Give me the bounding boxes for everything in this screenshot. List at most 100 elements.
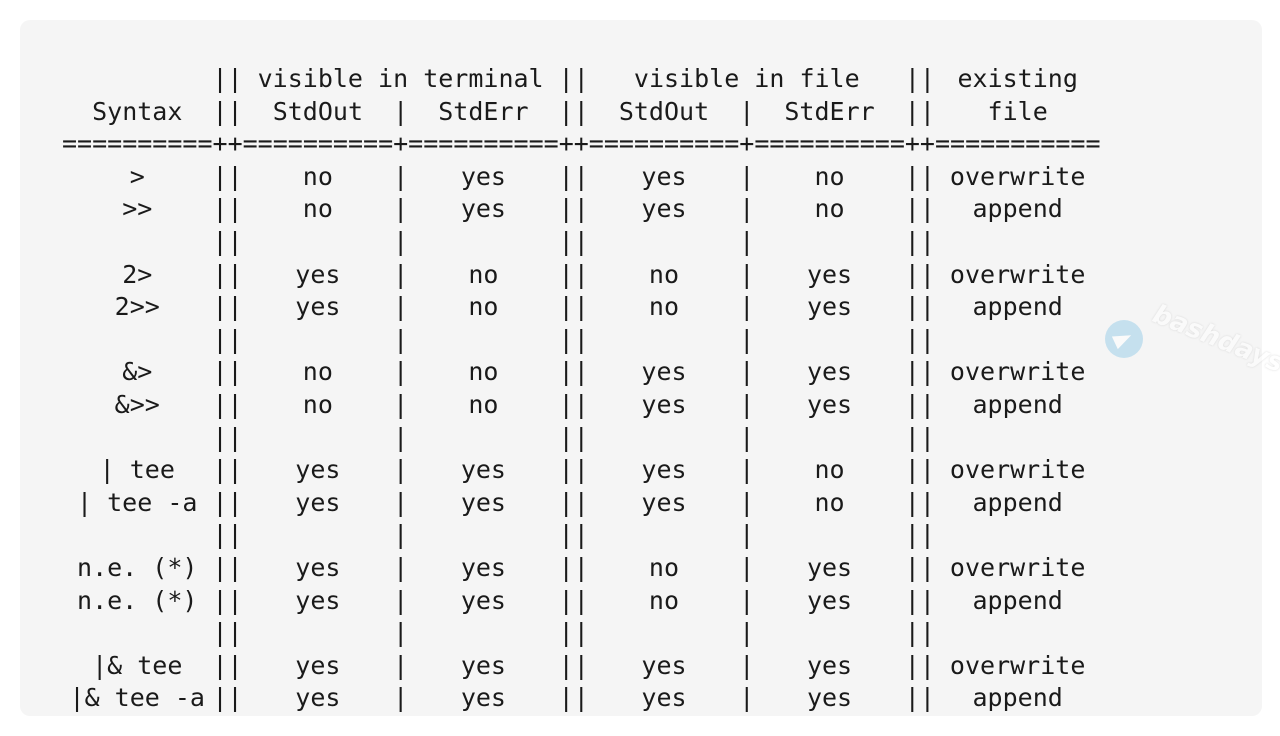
- double-pipe: ||: [212, 357, 243, 387]
- cell-terminal-stderr: yes: [460, 585, 506, 615]
- table-row: >> || no | yes || yes | no || append: [62, 193, 1101, 226]
- cell-file-stdout: yes: [641, 161, 687, 191]
- cell-file-stdout: yes: [641, 683, 687, 713]
- header-file-stderr: StdErr: [784, 96, 875, 126]
- cell-file-stderr: [754, 226, 905, 259]
- pipe: |: [393, 585, 409, 615]
- double-pipe: ||: [212, 422, 243, 452]
- cell-file-stderr: yes: [806, 357, 853, 387]
- double-pipe: ||: [212, 161, 243, 191]
- cell-terminal-stderr: yes: [460, 650, 506, 680]
- cell-file-stdout: [589, 324, 740, 357]
- cell-syntax: &>>: [114, 389, 160, 419]
- pipe: |: [739, 520, 755, 550]
- cell-file-stdout: yes: [641, 389, 687, 419]
- table-row: |& tee -a || yes | yes || yes | yes || append: [62, 682, 1101, 715]
- double-pipe: ||: [904, 357, 935, 387]
- cell-file-stderr: no: [814, 161, 845, 191]
- table-row: n.e. (*) || yes | yes || no | yes || overwrite: [62, 552, 1101, 585]
- cell-file-stdout: no: [648, 552, 680, 582]
- cell-existing-file: append: [972, 292, 1063, 322]
- cell-existing-file: [935, 422, 1101, 455]
- cell-file-stderr: yes: [806, 552, 853, 582]
- cell-existing-file: append: [972, 683, 1063, 713]
- pipe: |: [739, 226, 755, 256]
- pipe: |: [393, 683, 409, 713]
- pipe: |: [393, 357, 409, 387]
- pipe: |: [393, 455, 409, 485]
- cell-existing-file: overwrite: [949, 552, 1086, 582]
- header-row-2: Syntax || StdOut | StdErr || StdOut | StdErr || fi…: [62, 96, 1101, 129]
- pipe: |: [393, 520, 409, 550]
- double-pipe: ||: [212, 64, 243, 93]
- header-existing-file: file: [987, 96, 1048, 126]
- cell-terminal-stdout: yes: [295, 292, 341, 322]
- cell-syntax: |& tee -a: [69, 683, 205, 713]
- double-pipe: ||: [558, 585, 589, 615]
- double-pipe: ||: [212, 650, 243, 680]
- cell-existing-file: overwrite: [949, 161, 1086, 191]
- cell-file-stderr: yes: [806, 585, 853, 615]
- pipe: |: [739, 357, 755, 387]
- cell-existing-file: append: [972, 585, 1063, 615]
- pipe: |: [393, 650, 409, 680]
- separator-line: ==========++==========+==========++=====…: [62, 129, 1101, 159]
- double-pipe: ||: [558, 259, 589, 289]
- cell-terminal-stdout: [243, 226, 394, 259]
- cell-file-stderr: [754, 324, 905, 357]
- pipe: |: [739, 585, 755, 615]
- double-pipe: ||: [904, 161, 935, 191]
- cell-terminal-stdout: yes: [295, 487, 341, 517]
- pipe: |: [739, 422, 755, 452]
- double-pipe: ||: [212, 618, 243, 648]
- cell-terminal-stdout: [243, 324, 394, 357]
- cell-existing-file: append: [972, 389, 1063, 419]
- cell-terminal-stderr: yes: [460, 487, 506, 517]
- pipe: |: [393, 259, 409, 289]
- pipe: |: [739, 389, 755, 419]
- cell-terminal-stdout: no: [302, 161, 333, 191]
- table-row: |& tee || yes | yes || yes | yes || overwrite: [62, 650, 1101, 683]
- double-pipe: ||: [904, 194, 935, 224]
- cell-file-stderr: no: [814, 455, 845, 485]
- cell-syntax: [62, 519, 213, 552]
- double-pipe: ||: [558, 650, 589, 680]
- cell-syntax: [62, 617, 213, 650]
- double-pipe: ||: [212, 96, 243, 126]
- table-row: || | || | ||: [62, 422, 1101, 455]
- cell-existing-file: [935, 324, 1101, 357]
- cell-file-stderr: [754, 617, 905, 650]
- cell-existing-file: append: [972, 487, 1063, 517]
- pipe: |: [739, 552, 755, 582]
- pipe: |: [393, 194, 409, 224]
- cell-file-stderr: [754, 519, 905, 552]
- pipe: |: [739, 161, 755, 191]
- code-block: || visible in terminal || visible in file ||…: [20, 20, 1280, 716]
- cell-existing-file: [935, 226, 1101, 259]
- cell-syntax: &>: [122, 357, 153, 387]
- double-pipe: ||: [904, 618, 935, 648]
- cell-file-stderr: yes: [806, 292, 853, 322]
- table-row: || | || | ||: [62, 226, 1101, 259]
- double-pipe: ||: [558, 226, 589, 256]
- pipe: |: [393, 389, 409, 419]
- cell-file-stdout: [589, 422, 740, 455]
- cell-terminal-stderr: yes: [460, 161, 506, 191]
- table-row: &>> || no | no || yes | yes || append: [62, 389, 1101, 422]
- cell-syntax: [62, 324, 213, 357]
- double-pipe: ||: [904, 585, 935, 615]
- double-pipe: ||: [904, 520, 935, 550]
- table-row: > || no | yes || yes | no || overwrite: [62, 161, 1101, 194]
- header-row-1: || visible in terminal || visible in file ||…: [62, 63, 1101, 96]
- double-pipe: ||: [904, 552, 935, 582]
- double-pipe: ||: [558, 487, 589, 517]
- pipe: |: [393, 292, 409, 322]
- table-row: &> || no | no || yes | yes || overwrite: [62, 356, 1101, 389]
- pipe: |: [739, 683, 755, 713]
- header-file-stdout: StdOut: [618, 96, 710, 126]
- header-visible-file: visible in file: [633, 64, 860, 93]
- cell-terminal-stderr: no: [468, 259, 499, 289]
- pipe: |: [393, 487, 409, 517]
- cell-terminal-stderr: [408, 324, 559, 357]
- double-pipe: ||: [904, 650, 935, 680]
